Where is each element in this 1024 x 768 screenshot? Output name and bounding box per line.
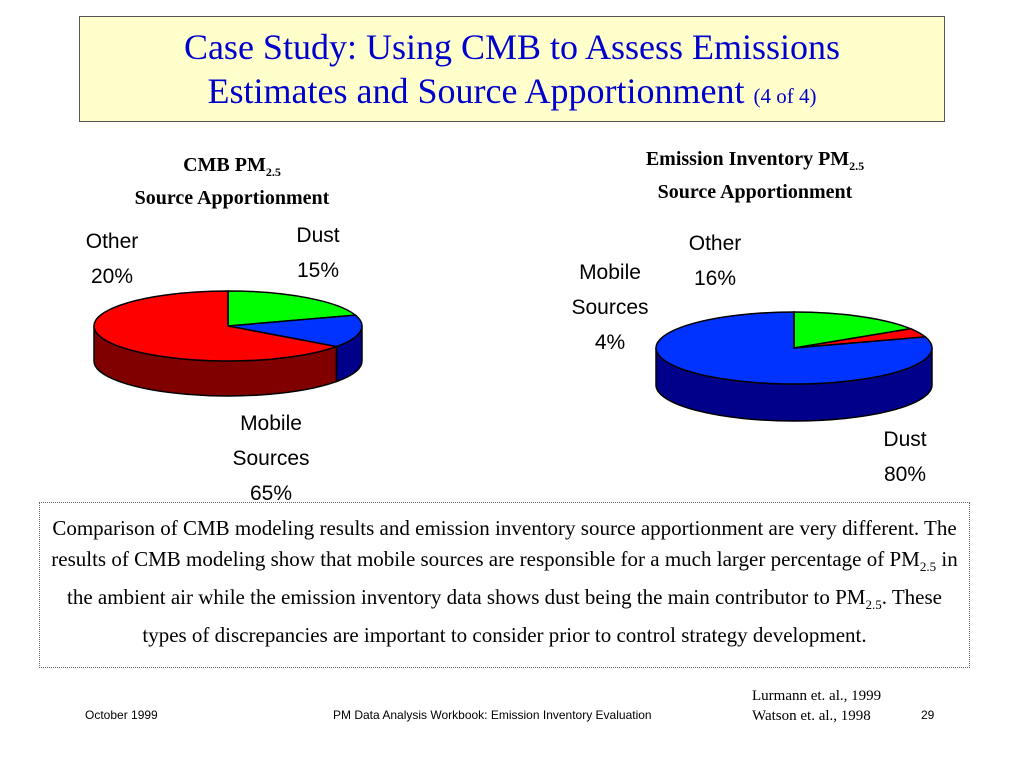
title-line-2-text: Estimates and Source Apportionment: [207, 71, 745, 111]
cmb-label-mobile-name-2: Sources: [232, 447, 310, 470]
footer-date: October 1999: [85, 708, 158, 722]
cmb-label-dust-name: Dust: [296, 224, 340, 247]
cmb-pie-chart: [93, 290, 363, 397]
cmb-label-other-name: Other: [85, 230, 139, 253]
slide-title: Case Study: Using CMB to Assess Emission…: [79, 16, 945, 122]
cmb-label-mobile: Mobile Sources 65%: [206, 406, 336, 511]
ei-label-dust-value: 80%: [883, 463, 927, 486]
cmb-slice-dust: [227, 314, 363, 348]
ei-label-mobile: Mobile Sources 4%: [550, 255, 670, 360]
ei-chart-title-line-2: Source Apportionment: [657, 181, 853, 203]
footer-references: Lurmann et. al., 1999 Watson et. al., 19…: [752, 686, 881, 726]
description-part-2: in the ambient air while the emission in…: [67, 547, 958, 610]
ei-label-mobile-value: 4%: [594, 331, 626, 354]
cmb-label-other: Other 20%: [70, 224, 154, 294]
description-box: Comparison of CMB modeling results and e…: [39, 502, 970, 668]
footer-ref-2: Watson et. al., 1998: [752, 708, 871, 724]
ei-title-prefix: Emission Inventory PM: [645, 148, 850, 170]
title-line-1: Case Study: Using CMB to Assess Emission…: [183, 27, 841, 67]
ei-label-mobile-name-2: Sources: [571, 296, 649, 319]
description-part-1: Comparison of CMB modeling results and e…: [51, 516, 957, 571]
ei-chart-title-line-1: Emission Inventory PM2.5: [600, 146, 910, 179]
cmb-label-dust: Dust 15%: [276, 218, 360, 288]
cmb-slice-mobile-sources: [93, 290, 340, 362]
title-page-indicator: (4 of 4): [753, 84, 817, 108]
cmb-label-other-value: 20%: [90, 265, 134, 288]
ei-slice-other: [793, 311, 914, 349]
description-sub-1: 2.5: [919, 559, 937, 575]
cmb-label-dust-value: 15%: [296, 259, 340, 282]
cmb-chart-title-line-2: Source Apportionment: [134, 187, 330, 209]
ei-pie-chart: [655, 311, 933, 422]
footer-page-number: 29: [921, 708, 935, 722]
description-sub-2: 2.5: [865, 597, 882, 613]
description-part-3: . These types of discrepancies are impor…: [142, 585, 942, 648]
ei-label-dust-name: Dust: [883, 428, 927, 451]
cmb-title-sub: 2.5: [265, 165, 281, 179]
cmb-label-mobile-value: 65%: [249, 482, 293, 505]
footer-workbook: PM Data Analysis Workbook: Emission Inve…: [333, 708, 652, 722]
ei-label-other: Other 16%: [672, 226, 758, 296]
cmb-chart-title-line-1: CMB PM2.5: [92, 152, 372, 185]
ei-label-other-value: 16%: [693, 267, 737, 290]
ei-label-other-name: Other: [688, 232, 742, 255]
cmb-title-prefix: CMB PM: [183, 154, 266, 176]
ei-chart-title: Emission Inventory PM2.5 Source Apportio…: [600, 146, 910, 205]
footer-ref-1: Lurmann et. al., 1999: [752, 688, 882, 704]
ei-title-sub: 2.5: [849, 159, 865, 173]
cmb-label-mobile-name-1: Mobile: [240, 412, 302, 435]
ei-label-mobile-name-1: Mobile: [579, 261, 641, 284]
ei-slice-dust: [655, 311, 933, 385]
ei-label-dust: Dust 80%: [862, 422, 948, 492]
cmb-chart-title: CMB PM2.5 Source Apportionment: [92, 152, 372, 211]
title-line-2: Estimates and Source Apportionment (4 of…: [80, 69, 944, 118]
